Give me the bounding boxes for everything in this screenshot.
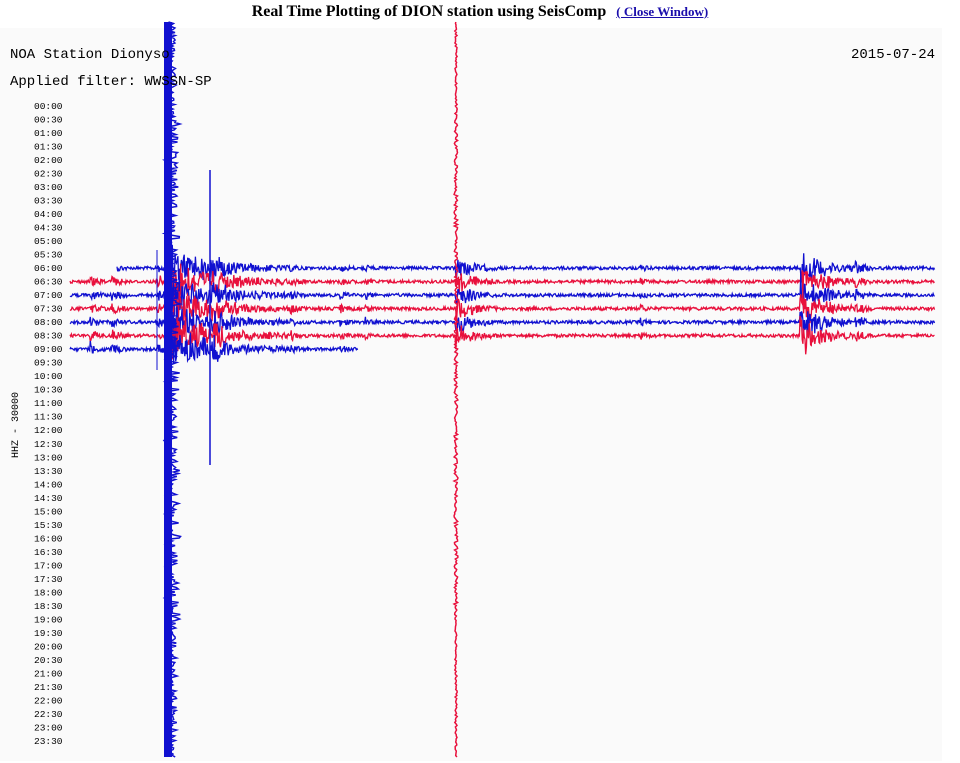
time-label: 19:30 [34,628,63,639]
red-event [452,21,460,758]
time-label: 06:30 [34,277,63,288]
time-label: 23:30 [34,736,63,747]
title: Real Time Plotting of DION station using… [251,3,607,20]
time-label: 04:00 [34,209,63,220]
traces [69,21,936,758]
time-label: 12:30 [34,439,63,450]
time-label: 11:00 [34,398,63,409]
time-label: 00:00 [34,101,63,112]
trace [69,291,936,335]
blue-event [164,22,172,757]
time-label: 15:00 [34,506,63,517]
time-label: 09:30 [34,358,63,369]
time-label: 15:30 [34,520,63,531]
time-label: 14:30 [34,493,63,504]
time-label: 05:30 [34,250,63,261]
time-label: 07:00 [34,290,63,301]
time-label: 17:30 [34,574,63,585]
plot-background [0,28,942,761]
time-label: 14:00 [34,479,63,490]
blue-event-coda [161,21,183,758]
trace [69,273,936,318]
time-label: 06:00 [34,263,63,274]
trace [116,244,936,282]
time-label: 03:00 [34,182,63,193]
trace [69,327,359,364]
time-label: 20:00 [34,641,63,652]
time-label: 08:00 [34,317,63,328]
channel-label: HHZ - 30000 [11,392,22,458]
time-label: 20:30 [34,655,63,666]
time-label: 13:00 [34,452,63,463]
time-label: 22:00 [34,695,63,706]
time-label: 02:30 [34,169,63,180]
time-label: 12:00 [34,425,63,436]
time-label: 21:30 [34,682,63,693]
time-label: 19:00 [34,614,63,625]
time-label: 05:00 [34,236,63,247]
time-label: 10:30 [34,385,63,396]
time-label: 02:00 [34,155,63,166]
time-label: 18:00 [34,587,63,598]
time-label: 09:00 [34,344,63,355]
close-window-link[interactable]: ( Close Window) [616,4,709,19]
time-label: 03:30 [34,196,63,207]
time-label: 16:00 [34,533,63,544]
filter-label: Applied filter: WWSSN-SP [10,74,212,90]
time-label: 11:30 [34,412,63,423]
date-label: 2015-07-24 [851,47,935,63]
time-label: 08:30 [34,331,63,342]
time-label: 04:30 [34,223,63,234]
time-label: 22:30 [34,709,63,720]
time-label: 01:30 [34,142,63,153]
time-label: 01:00 [34,128,63,139]
time-label: 16:30 [34,547,63,558]
time-label: 07:30 [34,304,63,315]
time-label: 18:30 [34,601,63,612]
time-label: 21:00 [34,668,63,679]
time-label: 17:00 [34,560,63,571]
time-label: 13:30 [34,466,63,477]
time-label: 10:00 [34,371,63,382]
time-label: 23:00 [34,722,63,733]
station-label: NOA Station Dionyso [10,47,170,63]
header: Real Time Plotting of DION station using… [0,3,960,21]
trace [69,315,935,360]
time-label: 00:30 [34,115,63,126]
